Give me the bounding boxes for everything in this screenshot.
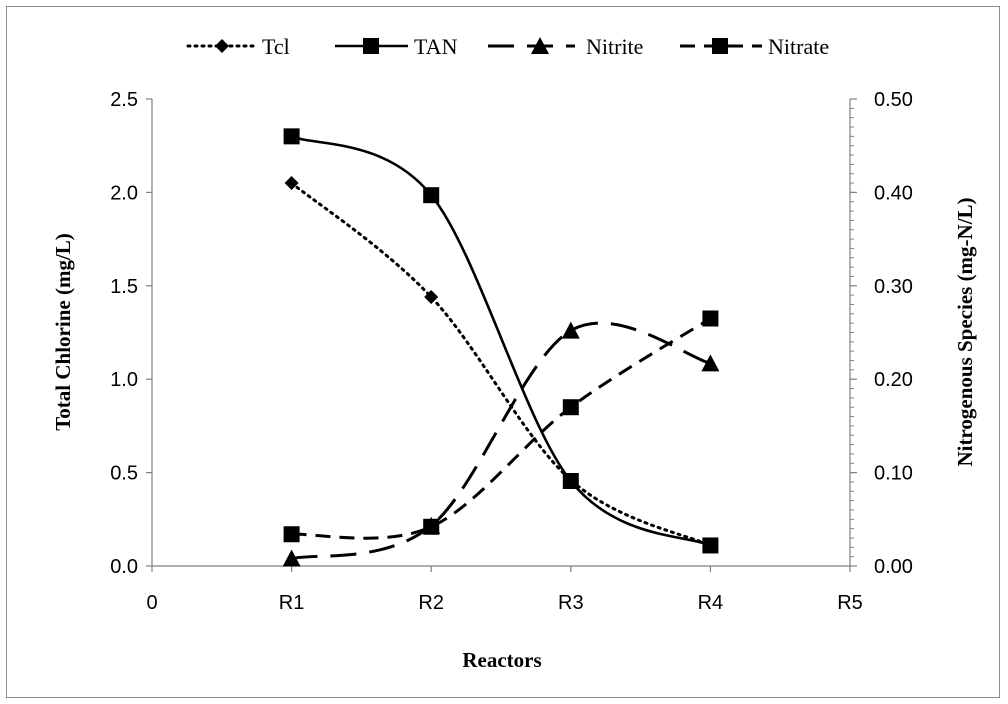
data-point-tan	[702, 537, 719, 554]
data-point-nitrate	[283, 526, 300, 543]
legend-item-nitrate: Nitrate	[680, 34, 829, 59]
data-point-nitrite	[701, 354, 720, 372]
data-point-nitrate	[562, 399, 579, 416]
series-line-nitrate	[291, 317, 712, 540]
legend-item-tcl: Tcl	[186, 34, 290, 59]
legend-label-tan: TAN	[414, 34, 458, 59]
x-tick-label: R1	[279, 592, 305, 614]
series-line-tcl	[290, 181, 712, 547]
y-right-tick-label: 0.00	[874, 556, 913, 578]
data-point-tcl	[284, 176, 299, 191]
x-tick-label: R3	[558, 592, 584, 614]
data-point-tan	[562, 473, 579, 490]
axes: 0.0 0.5 1.0 1.5 2.0 2.5 0.00 0.10 0.20 0.30 0.40 0.…	[110, 89, 913, 614]
data-point-tcl	[424, 290, 439, 305]
series-tan	[283, 128, 719, 554]
y-left-tick-label: 1.0	[110, 369, 138, 391]
data-point-nitrate	[423, 518, 440, 535]
y-right-tick-label: 0.30	[874, 276, 913, 298]
x-tick-label: R5	[837, 592, 863, 614]
series-layer	[282, 128, 720, 567]
x-tick-label: 0	[146, 592, 157, 614]
chart-frame	[6, 6, 1000, 698]
series-nitrate	[283, 310, 719, 543]
y-left-tick-label: 1.5	[110, 276, 138, 298]
y-axis-right-title: Nitrogenous Species (mg-N/L)	[953, 197, 977, 466]
legend-marker-tan	[363, 38, 379, 54]
legend-marker-nitrate	[712, 38, 728, 54]
legend-item-tan: TAN	[335, 34, 458, 59]
legend-marker-tcl	[215, 39, 229, 53]
legend-label-nitrate: Nitrate	[768, 34, 829, 59]
series-line-tan	[291, 135, 711, 547]
y-right-tick-label: 0.10	[874, 463, 913, 485]
x-tick-label: R2	[418, 592, 444, 614]
data-point-nitrate	[702, 310, 719, 327]
legend: Tcl TAN Nitrite Nitrate	[186, 34, 829, 59]
x-axis-title: Reactors	[462, 648, 541, 672]
x-tick-label: R4	[698, 592, 724, 614]
data-point-nitrite	[561, 321, 580, 339]
y-left-tick-label: 0.5	[110, 463, 138, 485]
legend-item-nitrite: Nitrite	[488, 34, 643, 59]
legend-label-nitrite: Nitrite	[586, 34, 643, 59]
data-point-tan	[283, 128, 300, 145]
legend-label-tcl: Tcl	[262, 34, 290, 59]
data-point-nitrite	[282, 549, 301, 567]
y-left-tick-label: 0.0	[110, 556, 138, 578]
series-tcl	[284, 176, 718, 553]
legend-marker-nitrite	[531, 37, 549, 54]
y-right-tick-label: 0.40	[874, 182, 913, 204]
y-left-tick-label: 2.5	[110, 89, 138, 111]
y-axis-left-title: Total Chlorine (mg/L)	[51, 233, 75, 431]
y-right-tick-label: 0.20	[874, 369, 913, 391]
y-left-tick-label: 2.0	[110, 182, 138, 204]
data-point-tan	[423, 187, 440, 204]
y-right-tick-label: 0.50	[874, 89, 913, 111]
series-nitrite	[282, 321, 720, 567]
